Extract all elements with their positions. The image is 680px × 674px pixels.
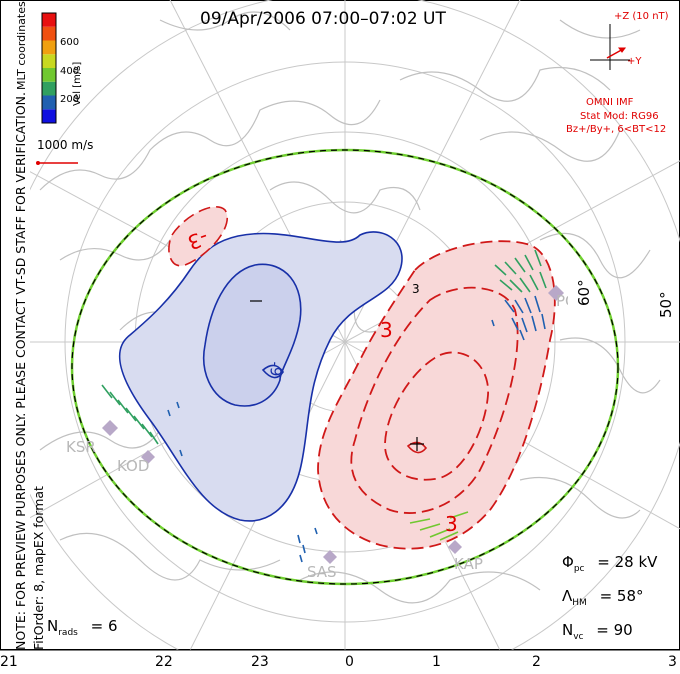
colorbar-segment	[42, 109, 56, 123]
stat-n-vc: Nvc = 90	[562, 621, 633, 642]
colorbar-segment	[42, 26, 56, 41]
colorbar-segment	[42, 13, 56, 27]
mlt-tick-0: 0	[345, 654, 354, 670]
station-kod: KOD	[117, 457, 150, 475]
imf-y-label: +Y	[627, 56, 642, 67]
imf-clock	[590, 24, 630, 70]
radar-stations	[102, 285, 564, 564]
map-title: 09/Apr/2006 07:00–07:02 UT	[200, 9, 446, 29]
station-pgr: PGR	[556, 292, 568, 310]
positive-contour-mid	[350, 286, 519, 514]
fit-order-note: FitOrder: 8, mapEX format	[31, 486, 46, 650]
contour-label-neg9: -9	[266, 361, 285, 377]
negative-contour-inner	[203, 263, 302, 407]
mlt-coordinates-label: MLT coordinates	[15, 1, 28, 90]
colorbar-tick-400: 400	[60, 66, 80, 77]
colorbar-tick-600: 600	[60, 37, 80, 48]
preview-note: NOTE: FOR PREVIEW PURPOSES ONLY. PLEASE …	[13, 92, 28, 650]
contour-label-3b: 3	[445, 512, 458, 536]
contour-label-3a: 3	[380, 318, 393, 342]
contour-label-3c: 3	[412, 282, 420, 296]
colorbar-segment	[42, 40, 56, 55]
pos-center-marker	[410, 437, 424, 451]
colorbar-segment	[42, 95, 56, 110]
small-positive-cell	[168, 206, 228, 267]
station-kap: KAP	[454, 555, 483, 573]
mlt-tick-3: 3	[668, 654, 677, 670]
colorbar-segment	[42, 81, 56, 96]
mlt-tick-1: 1	[432, 654, 441, 670]
positive-cell	[317, 240, 556, 550]
station-ksr: KSR	[66, 438, 96, 456]
stat-phi-pc: Φpc = 28 kV	[562, 553, 658, 574]
lat-label-60: 60°	[575, 279, 593, 306]
imf-z-label: +Z (10 nT)	[614, 11, 669, 22]
scale-vector-label: 1000 m/s	[37, 138, 94, 152]
colorbar-segment	[42, 68, 56, 82]
imf-source: OMNI IMF	[586, 97, 634, 108]
lat-label-50: 50°	[657, 291, 675, 318]
imf-model: Stat Mod: RG96	[580, 111, 659, 122]
colorbar-border	[41, 12, 57, 124]
velocity-colorbar	[41, 12, 57, 124]
station-sas: SAS	[307, 563, 337, 581]
mlt-tick-21: 21	[0, 654, 18, 670]
stat-n-rads: Nrads = 6	[47, 617, 118, 638]
mlt-tick-22: 22	[155, 654, 173, 670]
colorbar-segment	[42, 54, 56, 68]
velocity-vectors	[101, 249, 547, 563]
colorbar-tick-200: 200	[60, 94, 80, 105]
imf-condition: Bz+/By+, 6<BT<12	[566, 124, 667, 135]
mlt-tick-23: 23	[251, 654, 269, 670]
stat-lambda-hm: ΛHM = 58°	[562, 587, 644, 608]
mlt-tick-2: 2	[532, 654, 541, 670]
